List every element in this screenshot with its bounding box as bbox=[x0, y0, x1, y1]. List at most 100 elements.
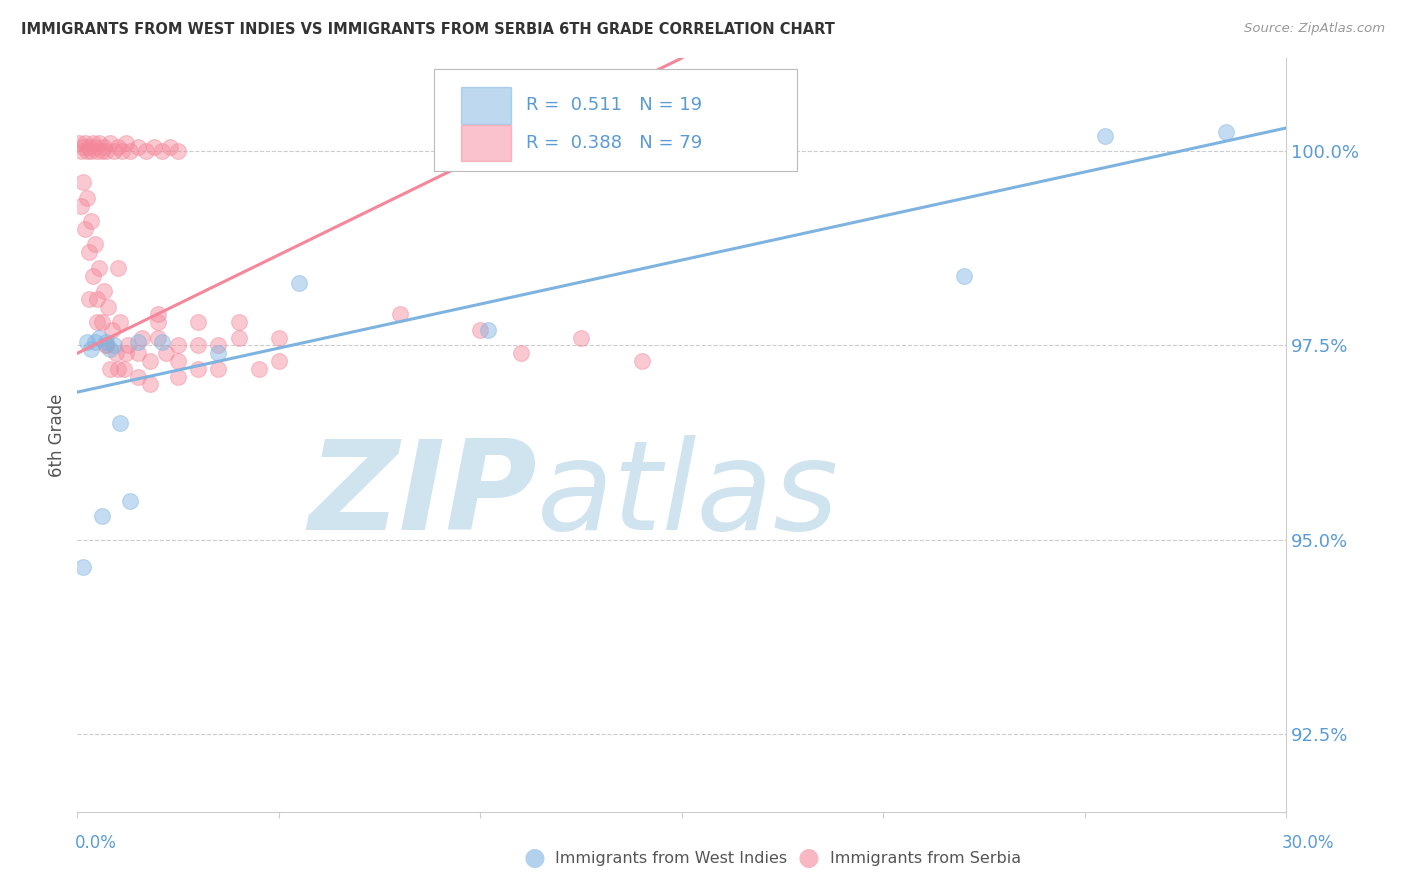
Point bbox=[117, 338, 139, 352]
Point bbox=[90, 509, 112, 524]
Point bbox=[108, 315, 131, 329]
Point bbox=[127, 334, 149, 349]
Point bbox=[94, 334, 117, 349]
Point bbox=[127, 346, 149, 360]
Point bbox=[86, 292, 108, 306]
Point bbox=[187, 315, 209, 329]
Text: Source: ZipAtlas.com: Source: ZipAtlas.com bbox=[1244, 22, 1385, 36]
Point bbox=[82, 268, 104, 283]
Point bbox=[112, 361, 135, 376]
Point bbox=[98, 136, 121, 151]
Point bbox=[135, 145, 157, 159]
Point bbox=[80, 145, 103, 159]
Point bbox=[70, 145, 93, 159]
Point bbox=[79, 140, 101, 154]
Point bbox=[72, 175, 94, 189]
Point bbox=[142, 140, 165, 154]
Point bbox=[86, 315, 108, 329]
Point bbox=[89, 260, 111, 275]
Text: ●: ● bbox=[797, 847, 820, 870]
Text: 0.0%: 0.0% bbox=[75, 834, 117, 852]
Point bbox=[93, 140, 115, 154]
Point bbox=[207, 361, 229, 376]
Point bbox=[84, 237, 107, 252]
Text: R =  0.388   N = 79: R = 0.388 N = 79 bbox=[526, 134, 702, 153]
Point bbox=[150, 145, 173, 159]
Text: ZIP: ZIP bbox=[308, 434, 537, 556]
Point bbox=[388, 307, 411, 321]
Point bbox=[159, 140, 181, 154]
Point bbox=[288, 277, 311, 291]
Point bbox=[1094, 128, 1116, 143]
Point bbox=[118, 494, 141, 508]
Point bbox=[146, 307, 169, 321]
Point bbox=[207, 338, 229, 352]
Point bbox=[228, 331, 250, 345]
Point bbox=[247, 361, 270, 376]
Point bbox=[80, 343, 103, 357]
Point bbox=[67, 136, 90, 151]
Point bbox=[139, 377, 162, 392]
Point bbox=[90, 315, 112, 329]
Point bbox=[127, 140, 149, 154]
Point bbox=[72, 560, 94, 574]
Point bbox=[953, 268, 976, 283]
Point bbox=[187, 361, 209, 376]
Point bbox=[167, 354, 190, 368]
Y-axis label: 6th Grade: 6th Grade bbox=[48, 393, 66, 476]
Text: IMMIGRANTS FROM WEST INDIES VS IMMIGRANTS FROM SERBIA 6TH GRADE CORRELATION CHAR: IMMIGRANTS FROM WEST INDIES VS IMMIGRANT… bbox=[21, 22, 835, 37]
Point bbox=[94, 338, 117, 352]
Point bbox=[98, 343, 121, 357]
Point bbox=[111, 145, 134, 159]
Point bbox=[98, 361, 121, 376]
Point bbox=[167, 338, 190, 352]
Text: atlas: atlas bbox=[537, 434, 839, 556]
Point bbox=[207, 346, 229, 360]
Point bbox=[509, 346, 531, 360]
Point bbox=[569, 331, 592, 345]
Point bbox=[228, 315, 250, 329]
Point bbox=[470, 323, 492, 337]
Point bbox=[76, 334, 98, 349]
Point bbox=[103, 338, 125, 352]
Point bbox=[76, 145, 98, 159]
Point bbox=[146, 331, 169, 345]
FancyBboxPatch shape bbox=[461, 87, 512, 124]
Text: Immigrants from West Indies: Immigrants from West Indies bbox=[555, 851, 787, 865]
Point bbox=[96, 300, 118, 314]
Point bbox=[104, 346, 127, 360]
Point bbox=[630, 354, 652, 368]
Point bbox=[75, 222, 97, 236]
Point bbox=[103, 145, 125, 159]
Point bbox=[107, 140, 129, 154]
Text: ●: ● bbox=[523, 847, 546, 870]
Point bbox=[76, 191, 98, 205]
Point bbox=[84, 334, 107, 349]
Text: Immigrants from Serbia: Immigrants from Serbia bbox=[830, 851, 1021, 865]
Point bbox=[167, 145, 190, 159]
Point bbox=[267, 354, 290, 368]
Point bbox=[89, 331, 111, 345]
Point bbox=[107, 361, 129, 376]
Text: R =  0.511   N = 19: R = 0.511 N = 19 bbox=[526, 96, 702, 114]
Point bbox=[94, 145, 117, 159]
Point bbox=[131, 331, 153, 345]
FancyBboxPatch shape bbox=[434, 70, 797, 171]
Point bbox=[150, 334, 173, 349]
Point bbox=[93, 284, 115, 298]
Point bbox=[155, 346, 177, 360]
Point bbox=[267, 331, 290, 345]
Point bbox=[108, 416, 131, 430]
Point bbox=[114, 346, 136, 360]
Point bbox=[114, 136, 136, 151]
Point bbox=[139, 354, 162, 368]
Point bbox=[82, 136, 104, 151]
Point bbox=[167, 369, 190, 384]
Point bbox=[477, 323, 499, 337]
Point bbox=[70, 199, 93, 213]
Point bbox=[94, 338, 117, 352]
FancyBboxPatch shape bbox=[461, 125, 512, 161]
Point bbox=[187, 338, 209, 352]
Point bbox=[107, 260, 129, 275]
Point bbox=[1215, 125, 1237, 139]
